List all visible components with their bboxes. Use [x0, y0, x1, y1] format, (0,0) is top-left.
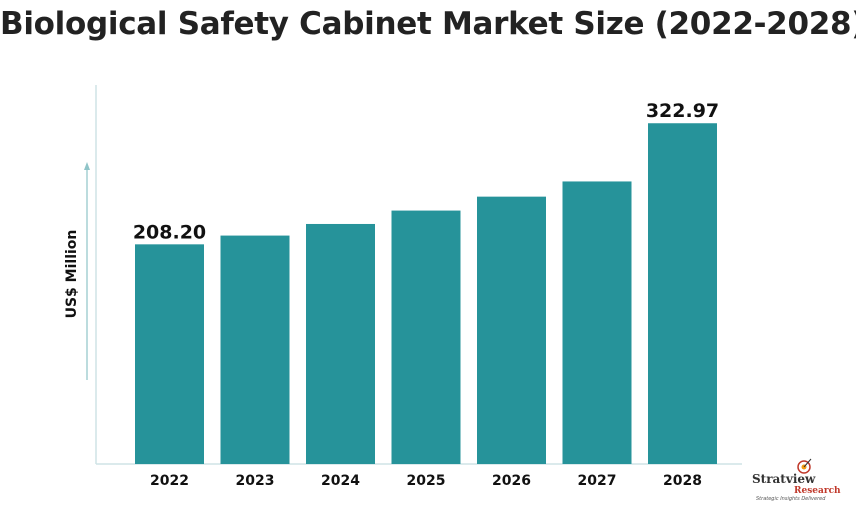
x-tick-label-2027: 2027 — [578, 473, 617, 489]
x-tick-label-2026: 2026 — [492, 473, 531, 489]
bar-2024 — [306, 223, 375, 464]
x-tick-label-2025: 2025 — [407, 473, 446, 489]
y-axis-arrow-head — [84, 162, 90, 170]
x-tick-label-2028: 2028 — [663, 473, 702, 489]
stratview-logo: Stratview Research Strategic Insights De… — [752, 458, 848, 502]
bar-2027 — [562, 181, 632, 464]
bar-2026 — [477, 196, 546, 464]
y-axis-label: US$ Million — [64, 230, 80, 319]
logo-sub: Research — [794, 486, 841, 496]
data-label-2022: 208.20 — [133, 221, 206, 243]
bar-2025 — [391, 210, 461, 464]
logo-tagline: Strategic Insights Delivered — [756, 496, 826, 502]
bar-2022 — [135, 244, 204, 464]
bars-group: 2022 208.20 2023 2024 2025 2026 2027 2028 322.97 — [133, 100, 719, 489]
data-label-2028: 322.97 — [646, 100, 719, 122]
target-icon — [797, 458, 812, 474]
bar-2023 — [220, 235, 290, 464]
logo-name: Stratview — [752, 472, 816, 486]
x-tick-label-2022: 2022 — [150, 473, 189, 489]
x-tick-label-2024: 2024 — [321, 473, 360, 489]
chart-title: Biological Safety Cabinet Market Size (2… — [0, 6, 856, 42]
bar-2028 — [648, 123, 717, 464]
x-tick-label-2023: 2023 — [236, 473, 275, 489]
